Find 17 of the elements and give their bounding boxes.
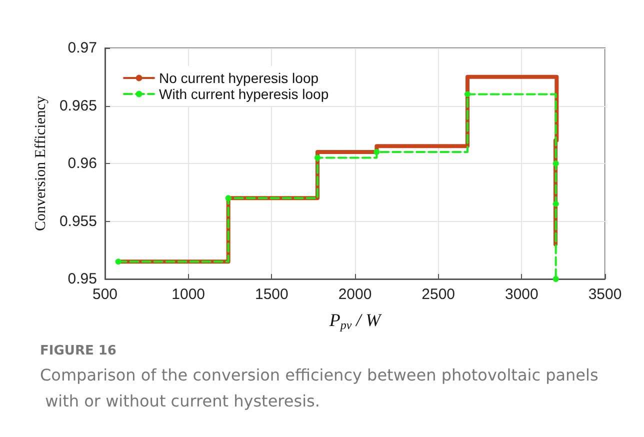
x-tick-label: 2500 [422,286,456,303]
y-tick-label: 0.96 [68,155,97,172]
x-tick-label: 3500 [588,286,622,303]
text: Comparison of the conversion efficiency between photovoltaic panels with or without current hysteresis. [40,366,598,410]
legend-label: No current hyperesis loop [159,70,319,86]
x-tick-label: 500 [92,286,118,303]
x-tick-label: 3000 [504,286,538,303]
y-tick-label: 0.97 [68,40,97,56]
y-axis-title: Conversion Efficiency [33,95,50,232]
caption: FIGURE 16 [40,344,116,358]
y-tick-label: 0.965 [59,97,97,114]
legend-label: With current hyperesis loop [159,86,329,102]
x-tick-label: 1000 [172,286,206,303]
y-tick-label: 0.955 [59,212,97,230]
y-tick-label: 0.95 [68,270,97,288]
x-tick-label: 1500 [254,286,288,303]
x-tick-label: 2000 [338,286,372,303]
